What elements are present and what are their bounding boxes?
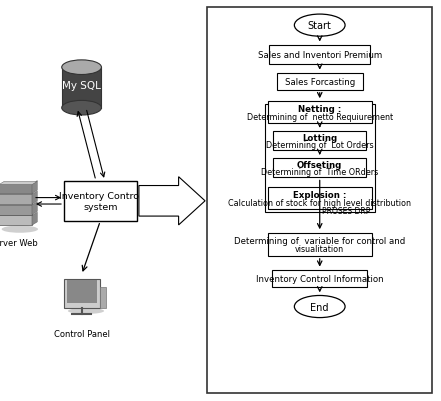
Bar	[273, 159, 366, 178]
Bar	[0, 195, 32, 205]
Bar	[0, 184, 32, 194]
Bar	[268, 188, 371, 209]
Bar	[64, 181, 137, 221]
Bar	[268, 102, 371, 124]
Bar	[265, 104, 375, 213]
Text: My SQL: My SQL	[62, 81, 101, 91]
Text: Lotting: Lotting	[302, 134, 337, 142]
Text: Start: Start	[308, 21, 332, 31]
Bar	[273, 132, 366, 151]
Text: visualitation: visualitation	[295, 245, 344, 254]
Ellipse shape	[62, 61, 101, 75]
Text: Determining of  netto Requiurement: Determining of netto Requiurement	[247, 113, 393, 122]
Ellipse shape	[294, 296, 345, 318]
Text: Determining of  Lot Orders: Determining of Lot Orders	[266, 140, 374, 150]
Text: Sales and Inventori Premium: Sales and Inventori Premium	[258, 51, 382, 60]
Text: Offseting: Offseting	[297, 161, 342, 170]
Bar	[100, 288, 106, 308]
Bar	[67, 281, 97, 303]
Bar	[0, 216, 32, 225]
Text: Explosion :: Explosion :	[293, 190, 347, 199]
Text: PROSES DRP: PROSES DRP	[322, 207, 370, 216]
Text: End: End	[310, 302, 329, 312]
Bar	[273, 270, 367, 287]
Bar	[0, 205, 32, 215]
Polygon shape	[139, 177, 205, 225]
Polygon shape	[32, 192, 37, 205]
Text: Determining of  Time ORders: Determining of Time ORders	[261, 168, 378, 177]
Text: Sales Forcasting: Sales Forcasting	[284, 78, 355, 87]
Text: Control Panel: Control Panel	[54, 330, 109, 338]
Text: Calculation of stock for high level distribution: Calculation of stock for high level dist…	[228, 198, 411, 207]
Polygon shape	[32, 213, 37, 225]
Text: Server Web: Server Web	[0, 239, 37, 247]
Polygon shape	[32, 202, 37, 215]
Bar	[277, 74, 363, 91]
Bar	[268, 233, 371, 256]
Text: Inventory Control Information: Inventory Control Information	[256, 274, 384, 283]
Ellipse shape	[68, 308, 104, 314]
Polygon shape	[0, 182, 37, 185]
Bar	[62, 68, 101, 108]
Ellipse shape	[62, 101, 101, 116]
Text: Inventory Control
system: Inventory Control system	[59, 192, 142, 211]
Bar	[269, 46, 370, 65]
Text: Determining of  variable for control and: Determining of variable for control and	[234, 236, 405, 245]
Bar	[207, 8, 432, 393]
Ellipse shape	[2, 226, 38, 233]
Polygon shape	[32, 181, 37, 194]
Text: Netting :: Netting :	[298, 105, 341, 114]
Bar	[64, 279, 100, 308]
Ellipse shape	[294, 15, 345, 37]
